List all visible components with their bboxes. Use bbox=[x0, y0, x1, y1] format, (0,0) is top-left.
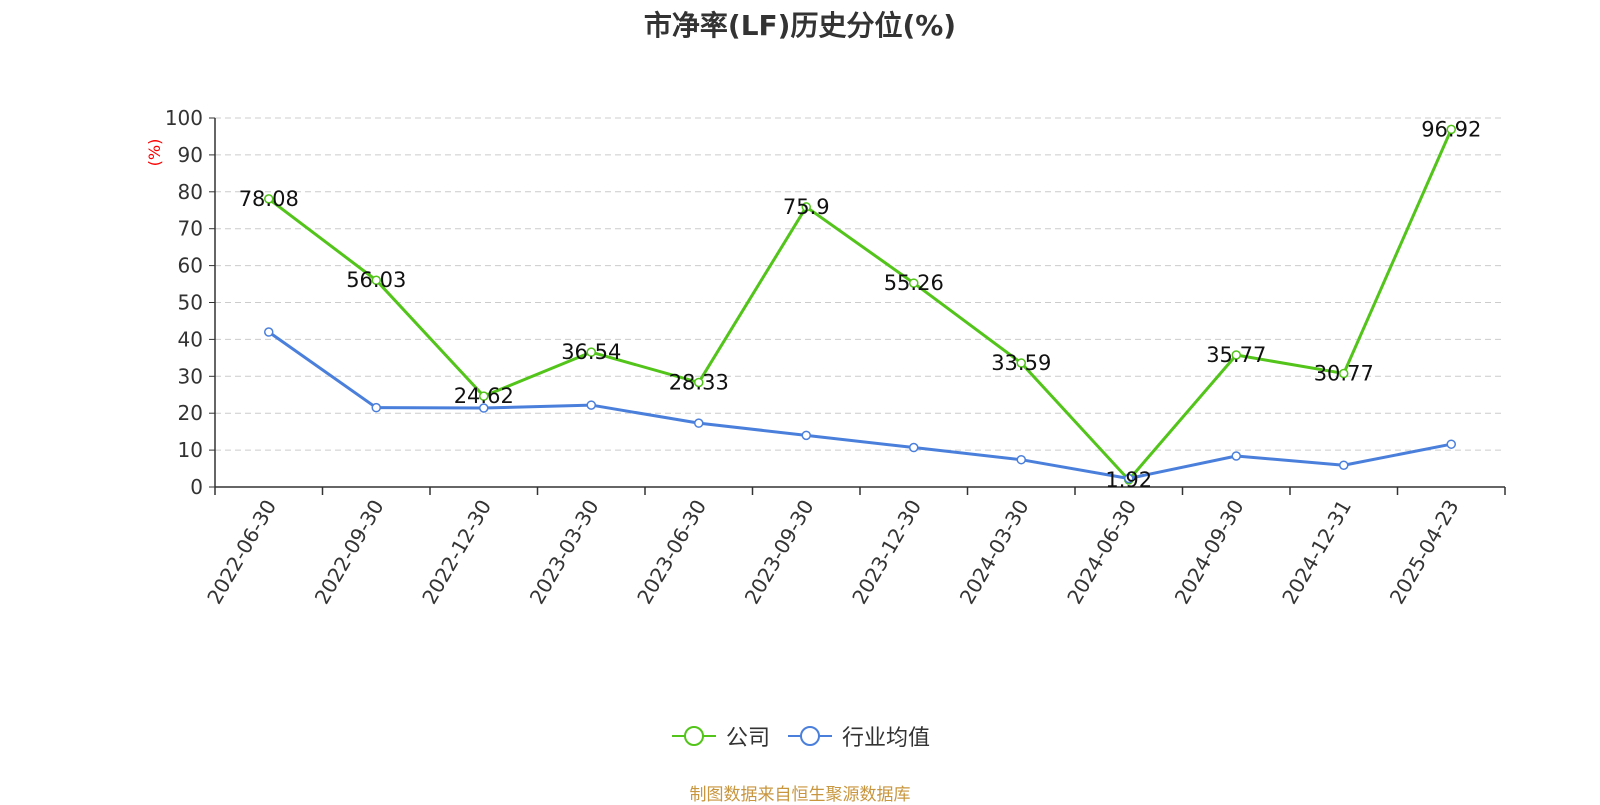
data-point bbox=[909, 442, 919, 453]
legend-item[interactable]: 行业均值 bbox=[786, 720, 930, 752]
y-tick-label: 20 bbox=[178, 401, 203, 425]
y-axis-label: (%) bbox=[145, 139, 164, 167]
legend-label: 公司 bbox=[725, 726, 770, 751]
y-tick-label: 70 bbox=[178, 217, 203, 241]
data-point bbox=[371, 402, 381, 413]
y-tick-label: 30 bbox=[178, 364, 203, 388]
data-label: 75.9 bbox=[783, 195, 830, 219]
x-tick-label: 2023-06-30 bbox=[632, 496, 711, 609]
data-point bbox=[801, 202, 811, 212]
data-point bbox=[479, 391, 489, 401]
data-point bbox=[694, 377, 704, 388]
axes: 0 10 20 30 40 50 60 70 80 90 100(%) 2022-06-30 2022-… bbox=[145, 106, 1506, 609]
data-point bbox=[371, 275, 381, 285]
series-line bbox=[267, 128, 1453, 482]
y-tick-label: 80 bbox=[178, 180, 203, 204]
data-point bbox=[586, 400, 596, 410]
chart-title: 市净率(LF)历史分位(%) bbox=[643, 9, 957, 42]
data-point bbox=[1016, 358, 1026, 368]
data-label: 96.92 bbox=[1421, 117, 1481, 141]
data-point bbox=[1446, 439, 1456, 449]
data-point bbox=[909, 278, 919, 288]
source-note: 制图数据来自恒生聚源数据库 bbox=[689, 785, 911, 805]
data-label: 1.92 bbox=[1105, 468, 1152, 492]
data-point bbox=[1124, 473, 1134, 484]
data-point bbox=[1231, 451, 1241, 461]
data-point bbox=[1016, 454, 1026, 465]
y-tick-label: 50 bbox=[178, 291, 203, 315]
data-point bbox=[1339, 368, 1349, 379]
line-chart: 0 10 20 30 40 50 60 70 80 90 100(%) 2022-06-30 2022-… bbox=[145, 106, 1506, 609]
y-tick-label: 100 bbox=[165, 106, 203, 130]
x-tick-label: 2022-09-30 bbox=[310, 496, 389, 609]
data-label: 30.77 bbox=[1314, 361, 1374, 385]
series-lines bbox=[264, 124, 1456, 485]
legend: 公司 行业均值 bbox=[0, 720, 1600, 752]
y-tick-label: 40 bbox=[178, 327, 203, 351]
x-tick-label: 2024-09-30 bbox=[1170, 496, 1249, 609]
y-tick-label: 90 bbox=[178, 143, 203, 167]
data-label: 56.03 bbox=[346, 268, 406, 292]
x-tick-label: 2023-09-30 bbox=[740, 496, 819, 609]
data-point bbox=[1339, 460, 1349, 470]
data-label: 33.59 bbox=[991, 351, 1051, 375]
x-tick-label: 2023-12-30 bbox=[847, 496, 926, 609]
y-tick-label: 10 bbox=[178, 438, 203, 462]
data-point bbox=[1231, 350, 1241, 360]
x-tick-label: 2025-04-23 bbox=[1385, 496, 1464, 609]
data-point bbox=[264, 327, 274, 337]
x-tick-label: 2024-12-31 bbox=[1277, 496, 1356, 609]
data-point bbox=[694, 418, 704, 428]
legend-marker-icon bbox=[788, 726, 832, 746]
data-label: 55.26 bbox=[884, 271, 944, 295]
data-point bbox=[586, 347, 596, 357]
x-tick-label: 2024-06-30 bbox=[1062, 496, 1141, 609]
legend-item[interactable]: 公司 bbox=[670, 720, 770, 752]
legend-marker-icon bbox=[671, 726, 716, 746]
data-label: 36.54 bbox=[561, 340, 621, 364]
data-point bbox=[479, 403, 489, 413]
data-point bbox=[801, 430, 811, 441]
data-point bbox=[264, 194, 274, 204]
data-label: 24.62 bbox=[454, 384, 514, 408]
data-label: 78.08 bbox=[239, 187, 299, 211]
data-label: 35.77 bbox=[1206, 343, 1266, 367]
y-tick-label: 0 bbox=[190, 475, 203, 499]
x-tick-label: 2024-03-30 bbox=[955, 496, 1034, 609]
y-tick-label: 60 bbox=[178, 254, 203, 278]
x-tick-label: 2022-12-30 bbox=[417, 496, 496, 609]
series-line bbox=[267, 330, 1452, 481]
grid-lines bbox=[215, 117, 1505, 451]
data-labels: 78.08 56.03 24.62 36.54 28.33 75.9 55.26 33.59 1… bbox=[239, 117, 1482, 492]
legend-label: 行业均值 bbox=[842, 726, 931, 751]
data-point bbox=[1446, 124, 1456, 135]
data-label: 28.33 bbox=[669, 370, 729, 394]
x-tick-label: 2022-06-30 bbox=[202, 496, 281, 609]
x-tick-label: 2023-03-30 bbox=[525, 496, 604, 609]
